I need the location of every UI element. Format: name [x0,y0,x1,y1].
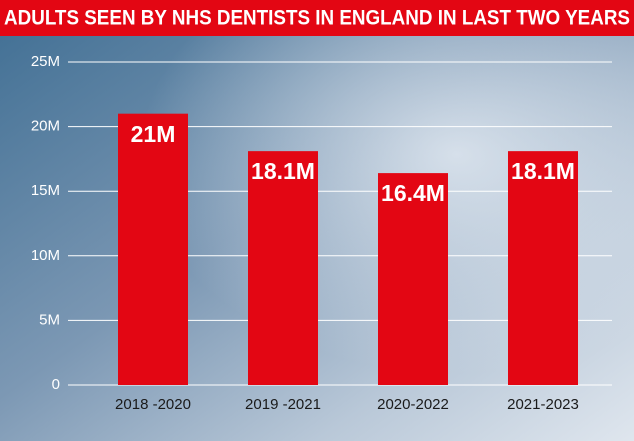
y-tick-label: 0 [52,376,60,393]
x-tick-label: 2019 -2021 [245,396,321,413]
title-banner [0,0,634,36]
y-tick-label: 15M [31,182,60,199]
y-tick-label: 25M [31,53,60,70]
y-tick-label: 5M [39,311,60,328]
x-tick-label: 2020-2022 [377,396,449,413]
value-label: 16.4M [381,180,445,206]
x-tick-label: 2018 -2020 [115,396,191,413]
x-tick-label: 2021-2023 [507,396,579,413]
bar [248,151,318,385]
bar [508,151,578,385]
y-tick-label: 10M [31,247,60,264]
chart-title: ADULTS SEEN BY NHS DENTISTS IN ENGLAND I… [4,7,630,30]
y-tick-label: 20M [31,118,60,135]
bar [118,113,188,386]
value-label: 18.1M [511,158,575,184]
value-label: 18.1M [251,158,315,184]
value-label: 21M [131,121,176,147]
bar [378,173,448,385]
